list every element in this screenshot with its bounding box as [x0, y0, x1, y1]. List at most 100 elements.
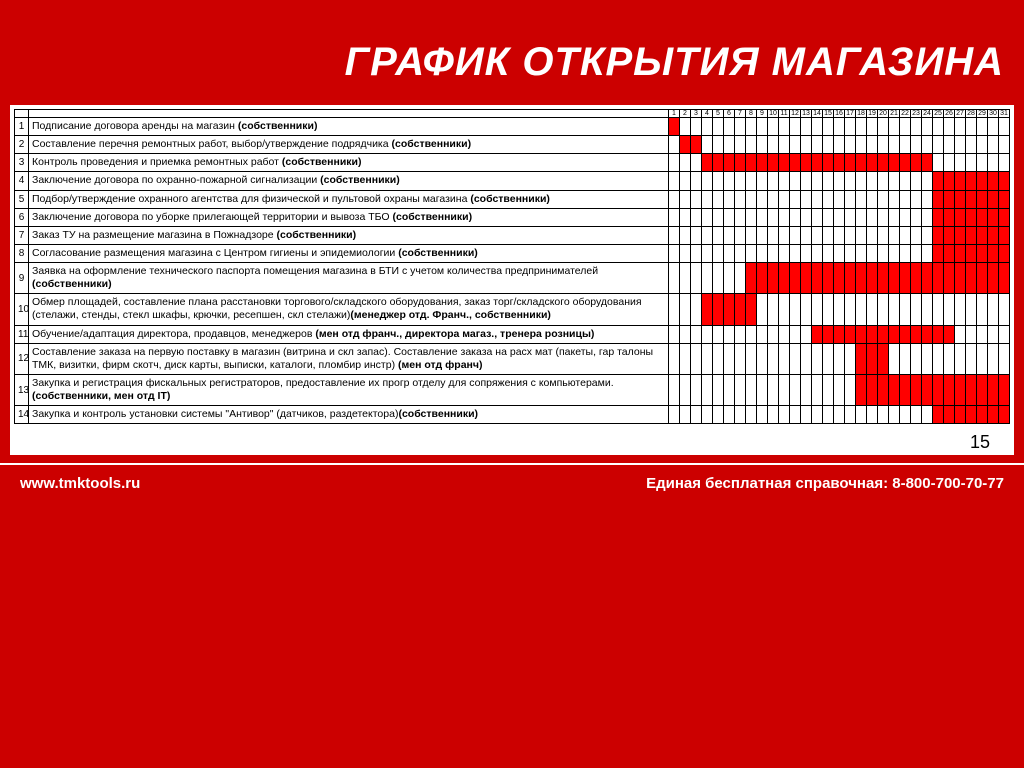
gantt-cell: [955, 154, 966, 172]
gantt-cell: [735, 208, 746, 226]
gantt-cell: [867, 190, 878, 208]
gantt-cell: [757, 294, 768, 325]
gantt-cell: [801, 325, 812, 343]
gantt-cell: [801, 374, 812, 405]
gantt-cell: [713, 226, 724, 244]
gantt-cell: [900, 118, 911, 136]
gantt-cell: [713, 294, 724, 325]
gantt-cell: [669, 208, 680, 226]
gantt-cell: [889, 118, 900, 136]
gantt-cell: [669, 154, 680, 172]
gantt-cell: [691, 172, 702, 190]
gantt-cell: [702, 406, 713, 424]
gantt-cell: [856, 343, 867, 374]
gantt-cell: [757, 118, 768, 136]
gantt-cell: [757, 406, 768, 424]
gantt-cell: [746, 406, 757, 424]
gantt-cell: [966, 263, 977, 294]
gantt-cell: [966, 325, 977, 343]
gantt-cell: [988, 325, 999, 343]
gantt-cell: [911, 374, 922, 405]
gantt-cell: [878, 172, 889, 190]
gantt-cell: [834, 136, 845, 154]
gantt-cell: [966, 226, 977, 244]
gantt-cell: [878, 190, 889, 208]
gantt-cell: [779, 136, 790, 154]
gantt-cell: [878, 294, 889, 325]
gantt-cell: [713, 406, 724, 424]
gantt-cell: [735, 294, 746, 325]
gantt-cell: [735, 118, 746, 136]
gantt-cell: [933, 226, 944, 244]
gantt-cell: [955, 226, 966, 244]
gantt-cell: [735, 136, 746, 154]
gantt-cell: [944, 406, 955, 424]
gantt-cell: [999, 172, 1010, 190]
gantt-cell: [988, 263, 999, 294]
gantt-table: 1234567891011121314151617181920212223242…: [14, 109, 1010, 424]
gantt-cell: [702, 208, 713, 226]
gantt-cell: [944, 172, 955, 190]
gantt-cell: [845, 172, 856, 190]
gantt-cell: [801, 190, 812, 208]
gantt-cell: [790, 343, 801, 374]
gantt-cell: [977, 343, 988, 374]
gantt-row: 5Подбор/утверждение охранного агентства …: [15, 190, 1010, 208]
gantt-cell: [856, 263, 867, 294]
gantt-cell: [724, 208, 735, 226]
gantt-cell: [779, 172, 790, 190]
gantt-cell: [856, 374, 867, 405]
gantt-cell: [691, 343, 702, 374]
gantt-cell: [933, 374, 944, 405]
gantt-cell: [889, 325, 900, 343]
gantt-cell: [878, 154, 889, 172]
gantt-cell: [724, 374, 735, 405]
gantt-cell: [834, 226, 845, 244]
gantt-cell: [999, 244, 1010, 262]
gantt-cell: [779, 343, 790, 374]
gantt-cell: [922, 244, 933, 262]
gantt-cell: [922, 118, 933, 136]
gantt-row: 11Обучение/адаптация директора, продавцо…: [15, 325, 1010, 343]
gantt-cell: [933, 294, 944, 325]
gantt-cell: [856, 325, 867, 343]
gantt-cell: [768, 136, 779, 154]
gantt-cell: [779, 325, 790, 343]
gantt-cell: [988, 294, 999, 325]
gantt-cell: [944, 244, 955, 262]
gantt-cell: [911, 208, 922, 226]
gantt-cell: [900, 244, 911, 262]
gantt-cell: [867, 343, 878, 374]
gantt-cell: [768, 118, 779, 136]
gantt-cell: [922, 136, 933, 154]
day-header: 3: [691, 110, 702, 118]
gantt-cell: [713, 208, 724, 226]
gantt-cell: [812, 263, 823, 294]
gantt-cell: [845, 190, 856, 208]
gantt-cell: [691, 208, 702, 226]
gantt-cell: [713, 136, 724, 154]
day-header: 18: [856, 110, 867, 118]
gantt-cell: [977, 406, 988, 424]
gantt-cell: [867, 263, 878, 294]
day-header: 4: [702, 110, 713, 118]
gantt-cell: [812, 136, 823, 154]
gantt-row: 2Составление перечня ремонтных работ, вы…: [15, 136, 1010, 154]
footer-url: www.tmktools.ru: [20, 475, 140, 492]
task-label: Подписание договора аренды на магазин (с…: [29, 118, 669, 136]
gantt-cell: [757, 208, 768, 226]
gantt-cell: [900, 406, 911, 424]
gantt-cell: [955, 208, 966, 226]
gantt-cell: [999, 294, 1010, 325]
gantt-row: 14Закупка и контроль установки системы "…: [15, 406, 1010, 424]
gantt-cell: [757, 244, 768, 262]
gantt-cell: [856, 190, 867, 208]
gantt-cell: [746, 226, 757, 244]
gantt-cell: [724, 244, 735, 262]
gantt-cell: [680, 172, 691, 190]
gantt-cell: [823, 154, 834, 172]
gantt-cell: [988, 374, 999, 405]
gantt-cell: [834, 172, 845, 190]
gantt-cell: [900, 172, 911, 190]
gantt-cell: [845, 406, 856, 424]
